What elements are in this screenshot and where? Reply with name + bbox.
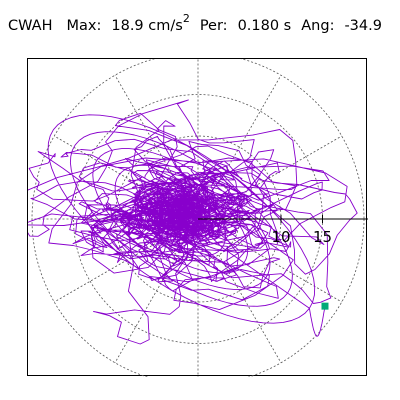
grid-spoke [233, 239, 342, 303]
chart-header: CWAH Max: 18.9 cm/s2 Per: 0.180 s Ang: -34.9 [8, 12, 382, 34]
max-label: Max: [66, 17, 102, 34]
plot-frame: 10 15 [27, 58, 368, 377]
angle-label: Ang: [301, 17, 335, 34]
max-value: 18.9 cm/s [111, 17, 183, 34]
period-value: 0.180 s [237, 17, 292, 34]
motion-trace [28, 99, 358, 345]
max-unit-exponent: 2 [182, 12, 190, 25]
station-code: CWAH [8, 17, 53, 34]
grid-spoke [54, 239, 163, 303]
grid-spoke [114, 254, 178, 363]
radial-tick-label: 15 [313, 228, 332, 246]
angle-value: -34.9 [344, 17, 382, 34]
radial-tick-label: 10 [271, 228, 290, 246]
particle-motion-chart: 10 15 [28, 59, 368, 377]
grid-spoke [114, 75, 178, 184]
end-marker [321, 302, 329, 310]
period-label: Per: [199, 17, 228, 34]
